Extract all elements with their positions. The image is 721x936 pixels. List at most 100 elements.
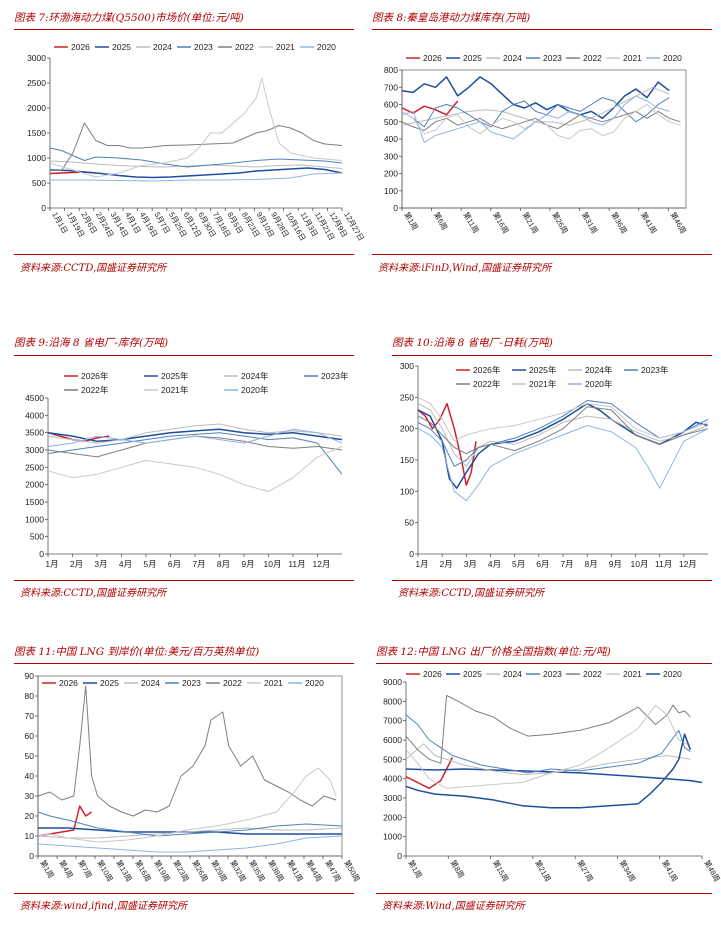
x-tick-label: 3月 (94, 559, 107, 569)
y-tick-label: 1000 (25, 514, 44, 524)
x-tick-label: 1月 (415, 559, 428, 569)
legend-label: 2026年 (81, 371, 109, 381)
series-line-2025年 (47, 428, 343, 443)
y-tick-label: 3000 (25, 445, 44, 455)
x-tick-label: 11月 (288, 559, 305, 569)
x-tick-label: 第7周 (76, 858, 94, 880)
source-p10: 资料来源:CCTD,国盛证券研究所 (398, 588, 545, 599)
series-line-2020 (401, 95, 670, 143)
source-rule (376, 893, 712, 894)
series-line-2023 (37, 811, 343, 837)
x-tick-label: 6月 (168, 559, 181, 569)
y-tick-label: 200 (384, 169, 398, 179)
series-line-2025 (405, 768, 703, 784)
x-tick-label: 5月 (512, 559, 525, 569)
x-tick-label: 第29周 (209, 858, 229, 883)
chart-title-p11: 图表 11:中国 LNG 到岸价(单位:美元/百万英热单位) (14, 646, 260, 658)
y-tick-label: 600 (384, 100, 398, 110)
x-tick-label: 第13周 (114, 858, 134, 883)
legend-label: 2023 (543, 669, 562, 679)
x-tick-label: 第26周 (550, 210, 570, 235)
x-tick-label: 第23周 (171, 858, 191, 883)
x-tick-label: 第48周 (702, 858, 721, 883)
x-tick-label: 第46周 (669, 210, 689, 235)
legend-label: 2025年 (529, 365, 557, 375)
y-tick-label: 0 (393, 203, 398, 213)
x-tick-label: 1月 (45, 559, 58, 569)
x-tick-label: 8月 (585, 559, 598, 569)
x-tick-label: 9月 (241, 559, 254, 569)
series-line-2025 (38, 827, 342, 835)
source-rule (372, 254, 712, 255)
series-line-2021年 (47, 446, 343, 493)
x-tick-label: 2月 (70, 559, 83, 569)
y-tick-label: 50 (405, 518, 415, 528)
y-tick-label: 8000 (383, 696, 402, 706)
source-rule (392, 580, 712, 581)
legend-label: 2020 (663, 669, 682, 679)
chart-title-p10: 图表 10:沿海 8 省电厂-日耗(万吨) (392, 337, 553, 349)
series-line-2024 (49, 160, 343, 169)
y-tick-label: 4000 (25, 410, 44, 420)
legend-label: 2025 (463, 53, 482, 63)
y-tick-label: 7000 (383, 716, 402, 726)
series-line-2026年 (417, 402, 477, 486)
series-line-2024 (37, 827, 343, 839)
legend-label: 2026 (423, 669, 442, 679)
x-tick-label: 第41周 (285, 858, 305, 883)
series-line-2023 (49, 147, 343, 168)
legend-label: 2024 (153, 42, 172, 52)
legend-label: 2025 (463, 669, 482, 679)
series-line-2023年 (417, 400, 709, 467)
x-tick-label: 3月 (464, 559, 477, 569)
x-tick-label: 第4周 (57, 858, 75, 880)
y-tick-label: 2000 (27, 103, 46, 113)
y-tick-label: 1500 (25, 497, 44, 507)
legend-label: 2023年 (641, 365, 669, 375)
legend-label: 2026年 (473, 365, 501, 375)
x-tick-label: 9月 (609, 559, 622, 569)
x-tick-label: 第35周 (247, 858, 267, 883)
x-tick-label: 7月 (192, 559, 205, 569)
x-tick-label: 5月 (143, 559, 156, 569)
legend-label: 2024年 (585, 365, 613, 375)
legend-label: 2020年 (241, 385, 269, 395)
x-tick-label: 10月 (631, 559, 649, 569)
x-tick-label: 8月 (217, 559, 230, 569)
y-tick-label: 20 (25, 811, 35, 821)
y-tick-label: 70 (25, 711, 35, 721)
x-tick-label: 第21周 (521, 210, 541, 235)
y-tick-label: 2000 (25, 480, 44, 490)
series-line-2023 (401, 97, 670, 128)
y-tick-label: 2500 (25, 462, 44, 472)
series-line-2020 (50, 172, 343, 182)
source-rule (14, 254, 354, 255)
x-tick-label: 第27周 (575, 858, 595, 883)
series-line-2020 (405, 733, 692, 809)
legend-label: 2024 (503, 669, 522, 679)
legend-label: 2025年 (161, 371, 189, 381)
series-line-2024 (405, 743, 691, 776)
legend-label: 2021年 (161, 385, 189, 395)
series-line-2022 (50, 122, 343, 171)
x-tick-label: 第10周 (95, 858, 115, 883)
y-tick-label: 3000 (383, 793, 402, 803)
x-tick-label: 第11周 (461, 210, 481, 235)
x-tick-label: 第15周 (491, 858, 511, 883)
x-tick-label: 6月 (536, 559, 549, 569)
chart-title-p7: 图表 7:环渤海动力煤(Q5500)市场价(单位:元/吨) (14, 12, 244, 24)
legend-label: 2021 (623, 53, 642, 63)
y-tick-label: 500 (30, 532, 44, 542)
legend-label: 2022 (223, 678, 242, 688)
title-rule (14, 663, 354, 664)
x-tick-label: 第32周 (228, 858, 248, 883)
y-tick-label: 200 (400, 424, 414, 434)
y-tick-label: 100 (384, 186, 398, 196)
title-rule (14, 29, 354, 30)
x-tick-label: 4月 (488, 559, 501, 569)
chart-title-p8: 图表 8:秦皇岛港动力煤库存(万吨) (372, 12, 531, 24)
source-p9: 资料来源:CCTD,国盛证券研究所 (20, 588, 167, 599)
x-tick-label: 第34周 (618, 858, 638, 883)
x-tick-label: 第6周 (432, 210, 450, 232)
y-tick-label: 4000 (383, 774, 402, 784)
